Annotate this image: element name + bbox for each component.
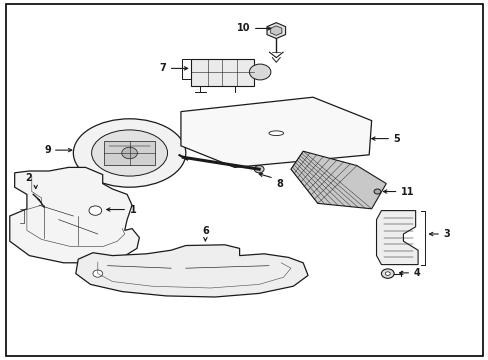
Circle shape (373, 189, 380, 194)
Ellipse shape (73, 119, 185, 187)
Circle shape (385, 272, 389, 275)
Text: 6: 6 (202, 226, 208, 236)
Text: 7: 7 (159, 63, 166, 73)
Text: 9: 9 (44, 145, 51, 155)
Circle shape (93, 270, 102, 277)
FancyBboxPatch shape (190, 59, 254, 85)
Circle shape (122, 147, 137, 159)
Polygon shape (376, 211, 417, 265)
Text: 2: 2 (25, 173, 32, 183)
Polygon shape (270, 26, 281, 35)
Ellipse shape (91, 130, 167, 176)
Circle shape (249, 64, 270, 80)
Circle shape (89, 206, 102, 215)
Polygon shape (181, 97, 371, 167)
Text: 5: 5 (392, 134, 399, 144)
Polygon shape (76, 245, 307, 297)
Polygon shape (10, 167, 139, 263)
Text: 4: 4 (412, 268, 419, 278)
Text: 11: 11 (400, 186, 414, 197)
Bar (104, 141, 155, 165)
Polygon shape (290, 151, 386, 209)
Text: 10: 10 (237, 23, 250, 33)
Circle shape (381, 269, 393, 278)
Polygon shape (266, 23, 285, 39)
Text: 3: 3 (443, 229, 449, 239)
Text: 1: 1 (129, 204, 136, 215)
Circle shape (254, 166, 264, 173)
Text: 8: 8 (276, 179, 283, 189)
Ellipse shape (268, 131, 283, 136)
